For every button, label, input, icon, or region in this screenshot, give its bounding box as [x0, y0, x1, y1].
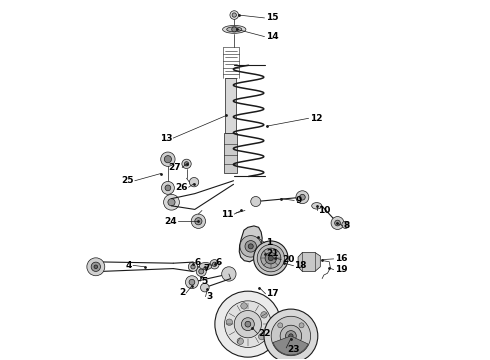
Circle shape: [264, 309, 318, 360]
Circle shape: [196, 266, 206, 276]
Circle shape: [230, 11, 239, 19]
Text: 21: 21: [266, 249, 278, 258]
Circle shape: [165, 185, 171, 191]
Circle shape: [190, 177, 199, 187]
Circle shape: [191, 265, 195, 269]
Circle shape: [342, 221, 349, 228]
Circle shape: [186, 276, 198, 289]
Circle shape: [161, 181, 174, 194]
Text: 23: 23: [287, 345, 300, 354]
Circle shape: [212, 262, 217, 266]
Circle shape: [188, 262, 197, 271]
Ellipse shape: [227, 27, 242, 32]
Text: 22: 22: [259, 329, 271, 338]
Circle shape: [199, 269, 204, 274]
Text: 2: 2: [179, 288, 185, 297]
Circle shape: [195, 218, 202, 225]
Circle shape: [87, 258, 105, 276]
Circle shape: [91, 262, 100, 271]
Circle shape: [241, 303, 247, 309]
Circle shape: [251, 197, 261, 207]
Text: 12: 12: [310, 114, 322, 123]
Bar: [225, 78, 236, 134]
Circle shape: [226, 319, 233, 325]
Text: 25: 25: [122, 176, 134, 185]
Circle shape: [271, 316, 311, 356]
Circle shape: [234, 311, 262, 338]
Circle shape: [94, 265, 98, 269]
Text: 8: 8: [343, 221, 350, 230]
Circle shape: [259, 333, 265, 340]
Text: 14: 14: [266, 32, 278, 41]
Text: 18: 18: [294, 261, 307, 270]
Circle shape: [289, 334, 293, 338]
Circle shape: [269, 256, 273, 261]
Circle shape: [261, 248, 281, 268]
Wedge shape: [273, 336, 308, 355]
Ellipse shape: [199, 262, 212, 270]
Text: 27: 27: [169, 163, 181, 172]
Circle shape: [221, 267, 236, 281]
Circle shape: [299, 323, 304, 328]
Circle shape: [242, 318, 254, 330]
Text: 5: 5: [201, 276, 207, 285]
Text: 6: 6: [195, 258, 201, 267]
Circle shape: [237, 338, 244, 345]
Circle shape: [286, 330, 296, 341]
Circle shape: [245, 240, 256, 252]
Text: 19: 19: [335, 265, 347, 274]
Circle shape: [299, 344, 304, 349]
Circle shape: [232, 13, 236, 17]
Circle shape: [164, 194, 179, 210]
Circle shape: [161, 152, 175, 166]
Circle shape: [257, 244, 285, 272]
Circle shape: [215, 291, 281, 357]
Text: 4: 4: [125, 261, 132, 270]
Ellipse shape: [312, 203, 322, 209]
Text: 3: 3: [207, 292, 213, 301]
Circle shape: [254, 241, 288, 275]
Circle shape: [164, 156, 171, 163]
Circle shape: [335, 220, 341, 226]
Text: 17: 17: [267, 289, 279, 298]
Circle shape: [224, 301, 271, 347]
Circle shape: [248, 244, 253, 249]
Text: 26: 26: [175, 183, 188, 192]
Circle shape: [296, 191, 309, 204]
Circle shape: [189, 279, 195, 285]
Text: 6: 6: [216, 258, 222, 267]
Text: 13: 13: [160, 134, 172, 143]
Circle shape: [265, 252, 276, 264]
Text: 20: 20: [282, 255, 294, 264]
Polygon shape: [239, 226, 262, 262]
Circle shape: [182, 159, 191, 168]
Circle shape: [232, 27, 237, 32]
Text: 9: 9: [295, 196, 301, 205]
Circle shape: [245, 321, 251, 327]
Circle shape: [168, 199, 175, 206]
Circle shape: [278, 344, 283, 349]
Text: 7: 7: [204, 265, 210, 274]
Circle shape: [261, 312, 267, 318]
Circle shape: [210, 260, 219, 269]
Circle shape: [200, 283, 209, 292]
Text: 24: 24: [164, 217, 177, 226]
Polygon shape: [298, 252, 320, 271]
Text: 10: 10: [318, 206, 330, 215]
Circle shape: [240, 235, 262, 257]
Text: 16: 16: [335, 255, 347, 264]
Circle shape: [184, 162, 189, 166]
Circle shape: [278, 323, 283, 328]
Text: 1: 1: [266, 238, 272, 247]
Ellipse shape: [222, 26, 246, 33]
Bar: [224, 134, 238, 173]
Text: 11: 11: [221, 210, 234, 219]
Text: 15: 15: [266, 13, 278, 22]
Circle shape: [299, 194, 305, 200]
Circle shape: [191, 214, 205, 228]
Circle shape: [331, 217, 344, 229]
Circle shape: [280, 325, 302, 347]
